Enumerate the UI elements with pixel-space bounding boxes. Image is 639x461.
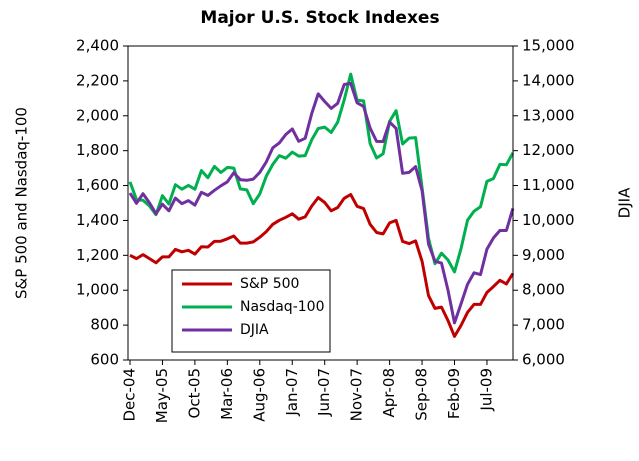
y2-tick-label: 9,000 <box>522 246 565 264</box>
y-tick-label: 800 <box>90 316 119 334</box>
y-tick-label: 1,800 <box>76 141 119 159</box>
y2-tick-label: 6,000 <box>522 351 565 369</box>
y2-tick-label: 12,000 <box>522 141 575 159</box>
y2-tick-label: 11,000 <box>522 176 575 194</box>
x-tick-label: Dec-04 <box>121 368 139 422</box>
plot-frame <box>127 45 514 361</box>
y2-tick-label: 13,000 <box>522 106 575 124</box>
x-tick-label: Sep-08 <box>413 368 431 421</box>
chart-title: Major U.S. Stock Indexes <box>200 8 439 28</box>
y2-tick-label: 10,000 <box>522 211 575 229</box>
y2-tick-label: 14,000 <box>522 71 575 89</box>
y-tick-label: 2,400 <box>76 37 119 55</box>
line-series <box>128 81 515 325</box>
line-series <box>129 193 515 338</box>
y2-tick-label: 15,000 <box>522 37 575 55</box>
line-series <box>128 72 515 274</box>
y-tick-label: 2,000 <box>76 106 119 124</box>
x-tick-label: Apr-08 <box>380 368 398 418</box>
y-tick-label: 2,200 <box>76 71 119 89</box>
x-tick-label: Jun-07 <box>315 368 333 417</box>
x-tick-label: Mar-06 <box>218 368 236 420</box>
x-tick-label: Aug-06 <box>250 368 268 422</box>
y-tick-label: 1,200 <box>76 246 119 264</box>
x-tick-label: Oct-05 <box>185 368 203 418</box>
legend-label: Nasdaq-100 <box>240 299 324 315</box>
x-tick-label: Jan-07 <box>283 368 301 417</box>
legend-label: DJIA <box>240 322 269 338</box>
y-tick-label: 1,600 <box>76 176 119 194</box>
legend-label: S&P 500 <box>240 276 299 292</box>
y2-axis-title: DJIA <box>616 187 634 218</box>
y-axis-title: S&P 500 and Nasdaq-100 <box>13 107 31 299</box>
x-tick-label: Nov-07 <box>348 368 366 421</box>
y2-tick-label: 8,000 <box>522 281 565 299</box>
y-tick-label: 1,400 <box>76 211 119 229</box>
y-tick-label: 600 <box>90 351 119 369</box>
x-tick-label: Jul-09 <box>477 368 495 412</box>
y-tick-label: 1,000 <box>76 281 119 299</box>
x-tick-label: May-05 <box>153 368 171 423</box>
y2-tick-label: 7,000 <box>522 316 565 334</box>
x-tick-label: Feb-09 <box>445 368 463 419</box>
